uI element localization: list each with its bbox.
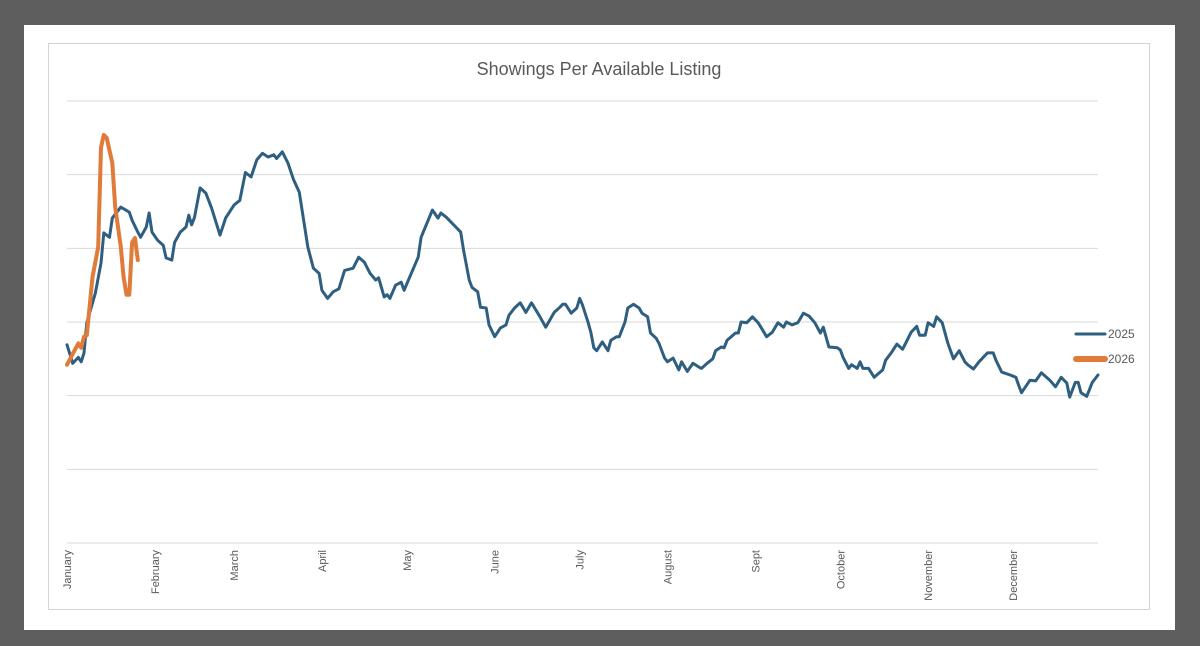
- x-tick-label: November: [923, 550, 935, 601]
- chart-area: [48, 43, 1150, 610]
- x-tick-label: April: [317, 550, 329, 572]
- x-tick-label: January: [62, 550, 74, 590]
- series-line-2026: [65, 132, 140, 367]
- series-line-2025: [65, 150, 1100, 399]
- x-tick-label: June: [490, 550, 502, 574]
- x-tick-label: Sept: [750, 550, 762, 573]
- x-tick-label: July: [575, 550, 587, 570]
- legend-item-2025: 2025: [1074, 327, 1135, 341]
- x-tick-label: October: [835, 550, 847, 589]
- legend-label: 2025: [1108, 327, 1135, 341]
- chart-title: Showings Per Available Listing: [477, 59, 722, 79]
- x-tick-label: May: [402, 550, 414, 571]
- x-tick-label: August: [662, 550, 674, 584]
- x-tick-label: February: [150, 550, 162, 595]
- x-tick-label: December: [1008, 550, 1020, 601]
- legend-label: 2026: [1108, 352, 1135, 366]
- legend-item-2026: 2026: [1073, 352, 1135, 366]
- chart-card: [24, 25, 1175, 630]
- x-tick-label: March: [229, 550, 241, 581]
